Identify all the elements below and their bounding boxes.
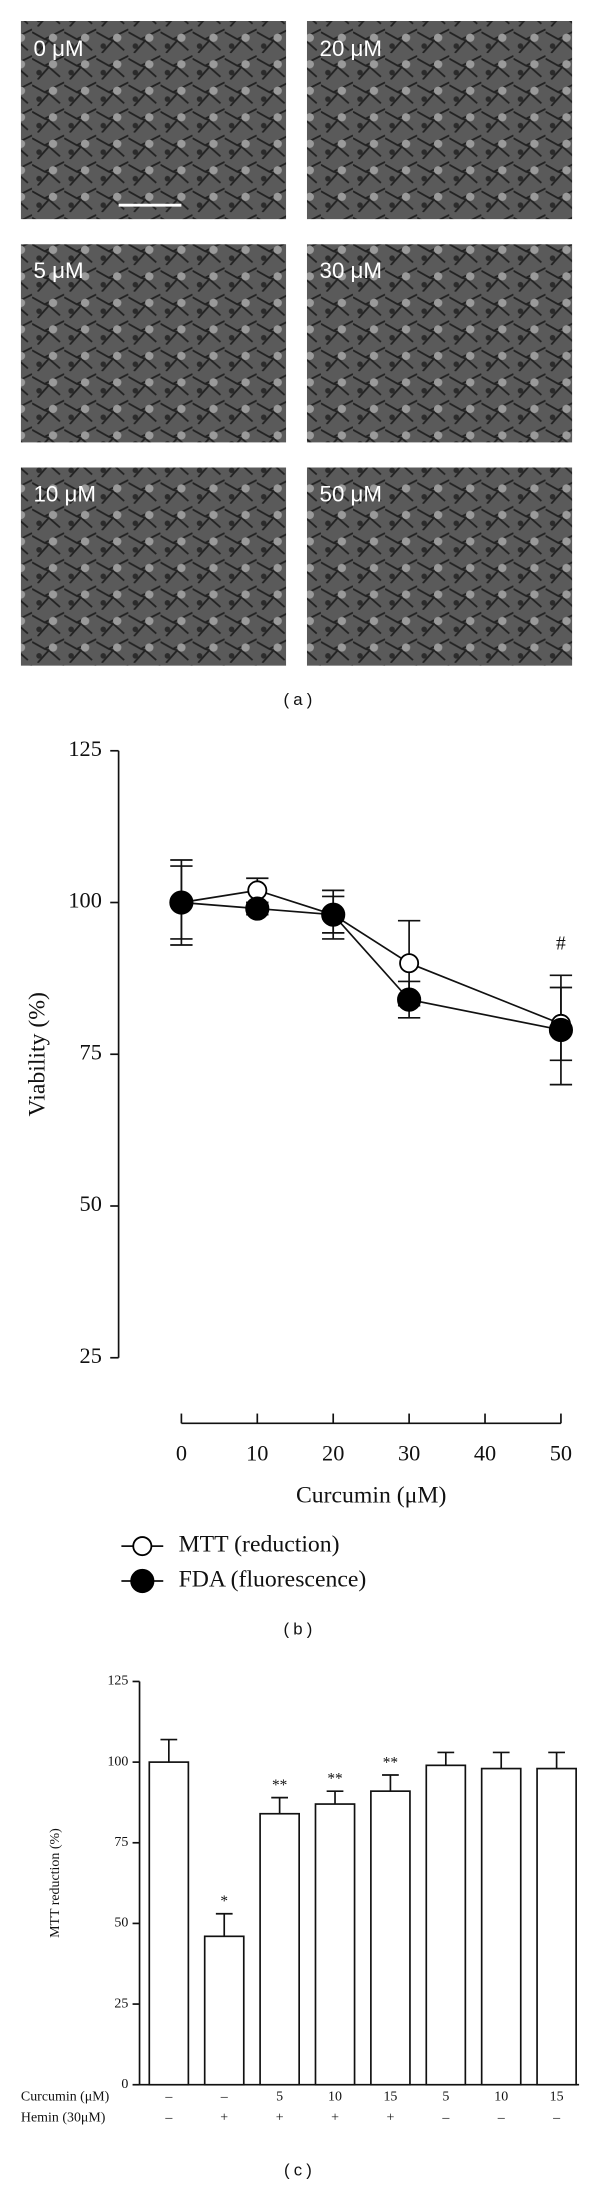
panel-caption: (a): [283, 690, 316, 709]
annotation: **: [383, 1754, 398, 1771]
marker: [397, 987, 422, 1012]
x-tick-label: 0: [176, 1441, 187, 1466]
panel-a: 0 μM 20 μM 5 μM 30 μM 10 μM 50 μM (a): [20, 21, 573, 709]
annotation: **: [327, 1771, 342, 1788]
y-axis-label: MTT reduction (%): [48, 1828, 63, 1938]
bar: [259, 1812, 300, 2086]
annotation: #: [556, 933, 566, 954]
marker: [245, 896, 270, 921]
legend-label: FDA (fluorescence): [179, 1566, 367, 1592]
y-tick-label: 100: [68, 888, 101, 913]
annotation: *: [220, 1893, 228, 1910]
x-tick-label: 50: [550, 1441, 572, 1466]
error-bar: [492, 1751, 510, 1769]
y-axis-label: Viability (%): [25, 992, 51, 1116]
image-label: 10 μM: [33, 481, 95, 506]
bar: [536, 1767, 577, 2086]
micrograph: [20, 467, 287, 666]
x-tick-label: –: [164, 2110, 173, 2125]
micrograph: [306, 21, 573, 220]
bar: [148, 1761, 190, 2086]
bar: [314, 1803, 356, 2086]
marker: [321, 902, 346, 927]
legend-marker: [130, 1568, 155, 1594]
x-axis-label: Curcumin (μM): [296, 1483, 446, 1509]
panel-caption: (c): [284, 2161, 316, 2180]
y-tick-label: 100: [107, 1754, 128, 1769]
image-label: 30 μM: [320, 258, 382, 283]
y-tick-label: 75: [114, 1835, 128, 1850]
y-tick-label: 125: [68, 736, 101, 761]
y-tick-label: 50: [114, 1916, 128, 1931]
x-tick-label: –: [497, 2110, 506, 2125]
error-bar: [271, 1796, 288, 1814]
image-label: 20 μM: [320, 36, 382, 61]
micrograph: [20, 21, 287, 220]
x-tick-label: 15: [550, 2089, 564, 2104]
legend-marker: [132, 1536, 153, 1557]
x-tick-label: 20: [322, 1441, 344, 1466]
error-bar: [160, 1738, 178, 1763]
bar: [480, 1767, 522, 2086]
error-bar: [215, 1912, 233, 1937]
x-tick-label: 10: [328, 2089, 342, 2104]
bar: [425, 1764, 467, 2086]
bar: [203, 1935, 245, 2086]
y-tick-label: 0: [121, 2077, 128, 2092]
row-label: Curcumin (μM): [21, 2089, 110, 2104]
x-tick-label: 5: [276, 2089, 283, 2104]
bar: [370, 1790, 411, 2086]
x-tick-label: –: [220, 2089, 229, 2104]
error-bar: [548, 1751, 565, 1769]
image-label: 5 μM: [33, 258, 83, 283]
x-tick-label: 10: [246, 1441, 268, 1466]
y-tick-label: 75: [80, 1039, 102, 1064]
y-tick-label: 25: [114, 1996, 128, 2011]
annotation: **: [272, 1777, 287, 1794]
image-label: 50 μM: [320, 481, 382, 506]
image-label: 0 μM: [33, 36, 83, 61]
x-tick-label: 10: [494, 2089, 508, 2104]
x-tick-label: –: [441, 2110, 450, 2125]
x-tick-label: –: [552, 2110, 561, 2125]
micrograph: [306, 467, 573, 666]
y-tick-label: 25: [80, 1343, 102, 1368]
marker: [548, 1017, 573, 1043]
panel-caption: (b): [283, 1619, 316, 1638]
error-bar: [437, 1751, 455, 1766]
x-tick-label: +: [276, 2110, 284, 2125]
legend-label: MTT (reduction): [179, 1532, 340, 1558]
x-tick-label: 15: [383, 2089, 397, 2104]
x-tick-label: +: [386, 2110, 394, 2125]
error-bar: [382, 1774, 399, 1792]
series-line: [181, 901, 562, 1031]
x-tick-label: +: [331, 2110, 339, 2125]
x-tick-label: +: [220, 2110, 228, 2125]
x-tick-label: –: [164, 2089, 173, 2104]
y-tick-label: 50: [80, 1191, 102, 1216]
y-tick-label: 125: [107, 1674, 128, 1689]
x-tick-label: 5: [442, 2089, 449, 2104]
marker: [169, 890, 194, 915]
micrograph: [306, 244, 573, 443]
row-label: Hemin (30μM): [21, 2110, 106, 2125]
x-tick-label: 40: [474, 1441, 496, 1466]
error-bar: [326, 1790, 344, 1805]
marker: [399, 953, 420, 974]
x-tick-label: 30: [398, 1441, 420, 1466]
micrograph: [20, 244, 287, 443]
